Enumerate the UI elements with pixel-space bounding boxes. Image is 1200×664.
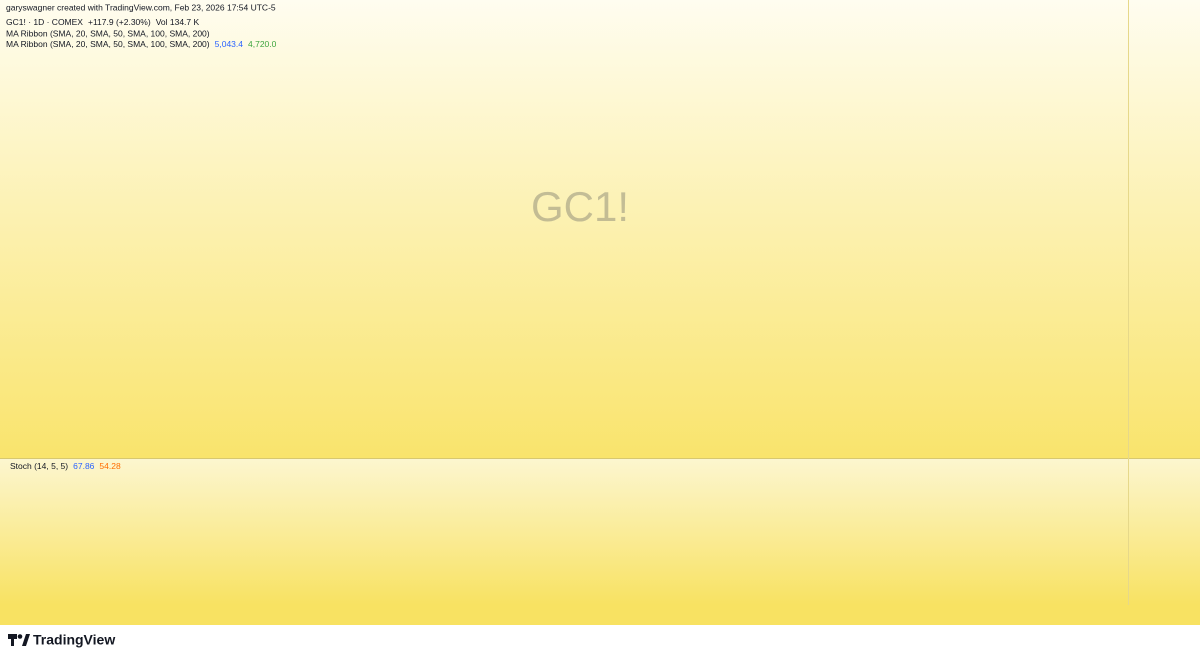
stoch-legend: Stoch (14, 5, 5) 67.86 54.28	[10, 461, 121, 471]
stoch-pane-bg	[0, 459, 1200, 605]
logo-icon	[22, 634, 30, 646]
watermark: GC1!	[531, 183, 629, 230]
ribbon-value-20: 5,043.4	[215, 39, 244, 49]
stoch-k-value: 67.86	[73, 461, 95, 471]
change: +117.9 (+2.30%)	[88, 17, 151, 27]
ribbon-value-50: 4,720.0	[248, 39, 277, 49]
symbol: GC1! · 1D · COMEX	[6, 17, 83, 27]
main-pane-bg	[0, 0, 1200, 458]
footer-logo: TradingView	[8, 632, 115, 648]
time-axis-bg	[0, 605, 1200, 625]
stoch-title: Stoch (14, 5, 5)	[10, 461, 68, 471]
ribbon-1: MA Ribbon (SMA, 20, SMA, 50, SMA, 100, S…	[6, 28, 210, 38]
logo-icon	[11, 634, 14, 646]
logo-text: TradingView	[33, 632, 115, 648]
symbol-line: GC1! · 1D · COMEX +117.9 (+2.30%) Vol 134.…	[6, 17, 199, 27]
logo-icon	[17, 634, 23, 639]
ribbon-2-line: MA Ribbon (SMA, 20, SMA, 50, SMA, 100, S…	[6, 39, 277, 49]
credit: garyswagner created with TradingView.com…	[6, 2, 276, 12]
ribbon-2: MA Ribbon (SMA, 20, SMA, 50, SMA, 100, S…	[6, 39, 210, 49]
volume: Vol 134.7 K	[156, 17, 200, 27]
stoch-d-value: 54.28	[99, 461, 121, 471]
